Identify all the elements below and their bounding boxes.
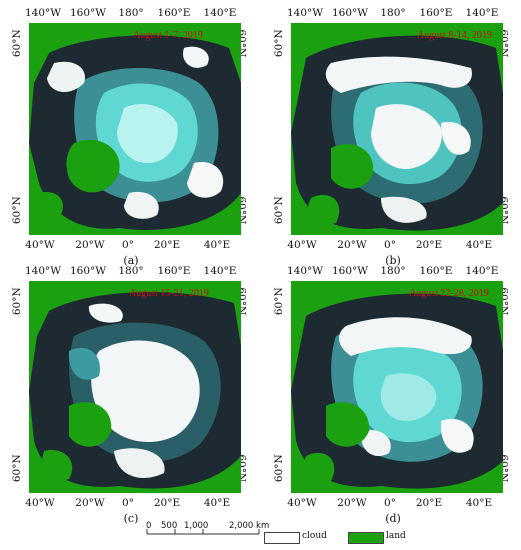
panel-label-c: (c) — [123, 512, 139, 525]
map-panel-a — [29, 23, 241, 235]
tick-bottom-40w: 40°W — [287, 239, 317, 251]
legend-land-swatch — [348, 532, 384, 544]
tick-bottom-20w: 20°W — [75, 239, 105, 251]
date-label-d: August 22-28, 2019 — [409, 288, 489, 299]
tick-left-60n: 60°N — [10, 29, 23, 58]
scale-label-1000: 1,000 — [184, 521, 209, 531]
date-label-a: August 1-7, 2019 — [133, 30, 203, 41]
panel-label-d: (d) — [385, 512, 401, 525]
tick-top-180: 180° — [380, 7, 406, 19]
tick-left-60n: 60°N — [10, 454, 23, 483]
tick-left-60n: 60°N — [272, 29, 285, 58]
tick-left-60n: 60°N — [272, 196, 285, 225]
tick-top-160e: 160°E — [157, 265, 191, 277]
tick-top-160e: 160°E — [419, 7, 453, 19]
tick-bottom-20w: 20°W — [337, 497, 367, 509]
arctic-map-b — [291, 23, 503, 235]
scale-bar — [146, 529, 260, 535]
tick-bottom-40e: 40°E — [465, 497, 493, 509]
tick-bottom-40e: 40°E — [465, 239, 493, 251]
tick-bottom-20e: 20°E — [153, 497, 181, 509]
legend-land-label: land — [386, 531, 406, 541]
tick-bottom-40e: 40°E — [203, 239, 231, 251]
tick-top-180: 180° — [380, 265, 406, 277]
tick-top-140e: 140°E — [465, 265, 499, 277]
tick-top-160e: 160°E — [419, 265, 453, 277]
map-panel-d — [291, 281, 503, 493]
tick-bottom-0: 0° — [384, 239, 396, 251]
date-label-c: August 15-21, 2019 — [129, 288, 209, 299]
tick-top-160e: 160°E — [157, 7, 191, 19]
panel-label-b: (b) — [385, 254, 401, 267]
tick-top-140w: 140°W — [24, 265, 62, 277]
arctic-map-c — [29, 281, 241, 493]
tick-bottom-0: 0° — [122, 239, 134, 251]
tick-bottom-20e: 20°E — [415, 239, 443, 251]
tick-bottom-20w: 20°W — [337, 239, 367, 251]
scale-label-2000: 2,000 km — [229, 521, 270, 531]
tick-bottom-40w: 40°W — [25, 239, 55, 251]
map-panel-c — [29, 281, 241, 493]
tick-top-140e: 140°E — [203, 265, 237, 277]
tick-top-160w: 160°W — [331, 265, 369, 277]
map-panel-b — [291, 23, 503, 235]
tick-top-180: 180° — [118, 7, 144, 19]
tick-top-140w: 140°W — [24, 7, 62, 19]
scale-label-500: 500 — [161, 521, 178, 531]
scale-label-0: 0 — [146, 521, 152, 531]
tick-top-140e: 140°E — [465, 7, 499, 19]
tick-top-180: 180° — [118, 265, 144, 277]
arctic-map-d — [291, 281, 503, 493]
tick-bottom-20e: 20°E — [153, 239, 181, 251]
date-label-b: August 8-14, 2019 — [417, 30, 492, 41]
tick-top-140w: 140°W — [286, 265, 324, 277]
tick-bottom-0: 0° — [122, 497, 134, 509]
tick-top-160w: 160°W — [331, 7, 369, 19]
tick-bottom-40e: 40°E — [203, 497, 231, 509]
tick-left-60n: 60°N — [10, 196, 23, 225]
tick-top-140e: 140°E — [203, 7, 237, 19]
tick-bottom-20e: 20°E — [415, 497, 443, 509]
legend-cloud-swatch — [264, 532, 300, 544]
panel-label-a: (a) — [123, 254, 139, 267]
arctic-map-a — [29, 23, 241, 235]
tick-left-60n: 60°N — [272, 454, 285, 483]
tick-top-140w: 140°W — [286, 7, 324, 19]
tick-top-160w: 160°W — [69, 265, 107, 277]
legend-cloud-label: cloud — [302, 531, 327, 541]
tick-bottom-20w: 20°W — [75, 497, 105, 509]
tick-left-60n: 60°N — [272, 287, 285, 316]
tick-bottom-40w: 40°W — [287, 497, 317, 509]
tick-bottom-40w: 40°W — [25, 497, 55, 509]
tick-left-60n: 60°N — [10, 287, 23, 316]
tick-bottom-0: 0° — [384, 497, 396, 509]
tick-top-160w: 160°W — [69, 7, 107, 19]
